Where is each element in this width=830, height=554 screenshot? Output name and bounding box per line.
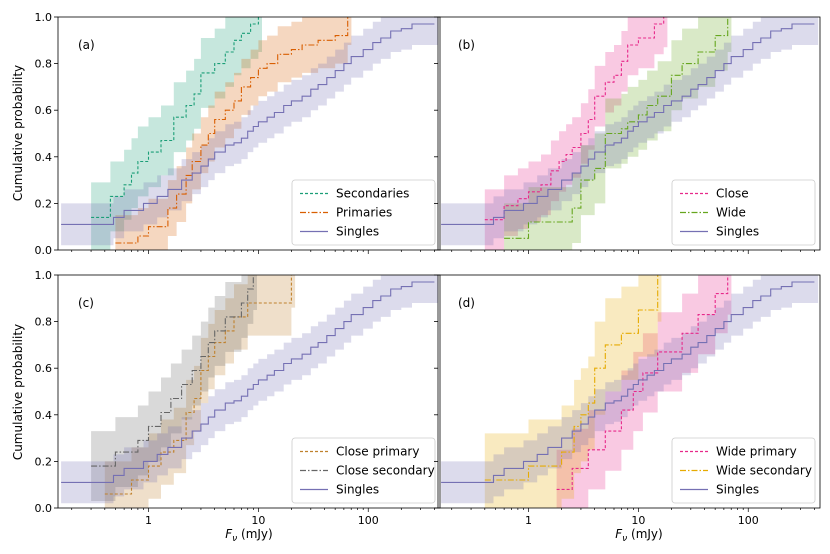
y-tick-label: 0.8 — [35, 58, 53, 71]
legend-label: Close — [716, 187, 749, 201]
y-tick-label: 0.4 — [35, 151, 53, 164]
legend-label: Close primary — [336, 445, 419, 459]
legend: Wide primary Wide secondary Singles — [671, 437, 816, 504]
chart-panel: (b) Close Wide Singles — [434, 16, 821, 254]
y-tick-label: 0.6 — [35, 104, 53, 117]
legend-label: Wide secondary — [716, 464, 812, 478]
chart-panel: 1 10 100 (d) Wide primary Wide secondary Singl… — [434, 274, 821, 527]
confidence-band — [91, 275, 257, 501]
panel-label: (b) — [458, 38, 475, 52]
y-axis-label: Cumulative probability — [11, 324, 25, 460]
confidence-band — [91, 17, 262, 250]
series-line — [504, 17, 729, 239]
series-line — [115, 17, 349, 244]
legend-box — [671, 437, 816, 504]
legend-label: Secondaries — [336, 187, 409, 201]
plot-frame — [437, 16, 821, 251]
x-tick-label: 100 — [358, 514, 379, 527]
plot-frame — [57, 274, 441, 509]
series-line — [61, 281, 435, 483]
x-axis-label: Fν (mJy) — [615, 527, 662, 544]
legend-label: Singles — [716, 225, 759, 239]
series-line — [61, 23, 435, 225]
legend: Close Wide Singles — [671, 179, 816, 246]
y-tick-label: 0.2 — [35, 455, 53, 468]
y-axis-label: Cumulative probability — [11, 65, 25, 201]
series-line — [484, 275, 659, 481]
legend-label: Singles — [716, 483, 759, 497]
plot-area — [441, 275, 819, 508]
x-tick-label: 1 — [525, 514, 532, 527]
x-tick-label: 10 — [251, 514, 265, 527]
legend: Secondaries Primaries Singles — [291, 179, 436, 246]
panel-label: (c) — [78, 296, 94, 310]
series-line — [556, 275, 729, 490]
x-tick-label: 100 — [738, 514, 759, 527]
legend-label: Close secondary — [336, 464, 435, 478]
panel-label: (a) — [78, 38, 95, 52]
series-line — [441, 23, 815, 225]
legend-label: Singles — [336, 225, 379, 239]
y-tick-label: 1.0 — [35, 11, 53, 24]
y-tick-label: 0.0 — [35, 244, 53, 257]
series-line — [441, 281, 815, 483]
y-tick-label: 0.8 — [35, 316, 53, 329]
confidence-band — [504, 17, 732, 250]
confidence-band — [104, 275, 296, 508]
series-line — [91, 17, 259, 218]
confidence-band — [115, 17, 352, 250]
legend-box — [671, 179, 816, 246]
legend: Close primary Close secondary Singles — [291, 437, 436, 504]
legend-label: Primaries — [336, 206, 392, 220]
legend-label: Wide primary — [716, 445, 797, 459]
series-line — [104, 275, 292, 495]
series-line — [91, 275, 254, 467]
y-tick-label: 1.0 — [35, 269, 53, 282]
legend-box — [291, 437, 436, 504]
y-tick-label: 0.0 — [35, 502, 53, 515]
legend-label: Wide — [716, 206, 746, 220]
confidence-band — [484, 275, 662, 508]
plot-frame — [57, 16, 441, 251]
y-tick-label: 0.6 — [35, 362, 53, 375]
legend-box — [291, 179, 436, 246]
y-tick-label: 0.4 — [35, 409, 53, 422]
x-axis-label: Fν (mJy) — [225, 527, 272, 544]
x-tick-label: 1 — [145, 514, 152, 527]
plot-frame — [437, 274, 821, 509]
series-line — [484, 17, 665, 221]
chart-panel: 0.0 0.2 0.4 0.6 0.8 1.0 (a) Secondaries Primarie… — [35, 11, 441, 257]
x-tick-label: 10 — [631, 514, 645, 527]
plot-area — [61, 17, 439, 250]
plot-area — [61, 275, 439, 508]
panel-label: (d) — [458, 296, 475, 310]
y-tick-label: 0.2 — [35, 197, 53, 210]
chart-panel: 0.0 0.2 0.4 0.6 0.8 1.0 1 10 100 (c) Close primary… — [35, 269, 441, 527]
plot-area — [441, 17, 819, 250]
legend-label: Singles — [336, 483, 379, 497]
